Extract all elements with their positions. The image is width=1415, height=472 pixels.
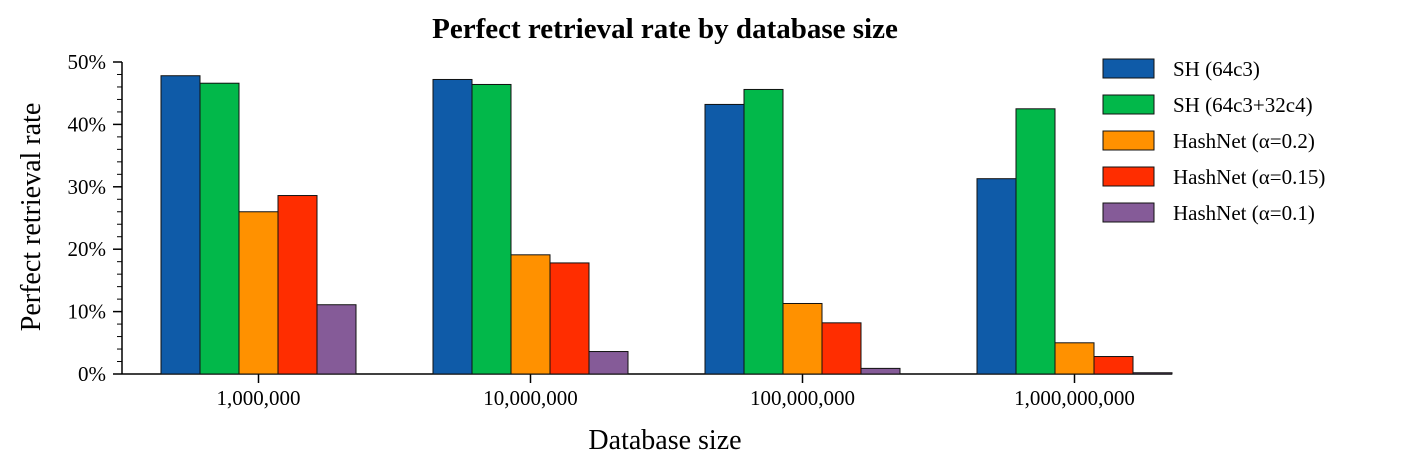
bars — [160, 75, 1173, 375]
x-tick-label: 10,000,000 — [483, 386, 578, 410]
bar — [976, 178, 1017, 375]
legend-label: HashNet (α=0.2) — [1173, 129, 1315, 153]
x-axis-ticks: 1,000,000 10,000,000 100,000,000 1,000,000,… — [217, 374, 1135, 410]
bar — [588, 351, 629, 375]
x-axis-label: Database size — [588, 425, 741, 456]
bar — [199, 82, 240, 375]
legend-swatch — [1102, 94, 1155, 115]
legend-swatch — [1102, 202, 1155, 223]
y-tick-label: 20% — [68, 237, 107, 261]
legend-label: HashNet (α=0.1) — [1173, 201, 1315, 225]
legend-label: SH (64c3) — [1173, 57, 1260, 81]
bar — [549, 262, 590, 375]
y-tick-label: 0% — [78, 362, 106, 386]
bar — [1093, 356, 1134, 375]
y-axis-ticks: 0% 10% 20% 30% 40% 50% — [68, 50, 122, 386]
legend-swatch — [1102, 58, 1155, 79]
x-tick-label: 1,000,000 — [217, 386, 301, 410]
bar — [432, 78, 473, 375]
legend-label: SH (64c3+32c4) — [1173, 93, 1313, 117]
bar — [471, 83, 512, 375]
bar — [316, 304, 357, 375]
bar — [1132, 372, 1173, 375]
y-tick-label: 10% — [68, 300, 107, 324]
bar — [510, 254, 551, 375]
legend-label: HashNet (α=0.15) — [1173, 165, 1325, 189]
y-tick-label: 40% — [68, 112, 107, 136]
chart-title: Perfect retrieval rate by database size — [432, 13, 898, 45]
x-tick-label: 100,000,000 — [750, 386, 855, 410]
bar — [860, 367, 901, 375]
bar — [704, 103, 745, 375]
legend-swatch — [1102, 166, 1155, 187]
bar — [821, 322, 862, 375]
bar — [238, 211, 279, 375]
x-tick-label: 1,000,000,000 — [1014, 386, 1135, 410]
bar — [277, 195, 318, 375]
bar — [743, 88, 784, 375]
y-tick-label: 30% — [68, 175, 107, 199]
bar — [1054, 342, 1095, 375]
legend-swatch — [1102, 130, 1155, 151]
bar — [160, 75, 201, 375]
bar — [1015, 108, 1056, 375]
legend: SH (64c3) SH (64c3+32c4) HashNet (α=0.2) Ha… — [1102, 57, 1325, 225]
y-axis-label: Perfect retrieval rate — [16, 103, 47, 332]
y-tick-label: 50% — [68, 50, 107, 74]
bar — [782, 302, 823, 375]
